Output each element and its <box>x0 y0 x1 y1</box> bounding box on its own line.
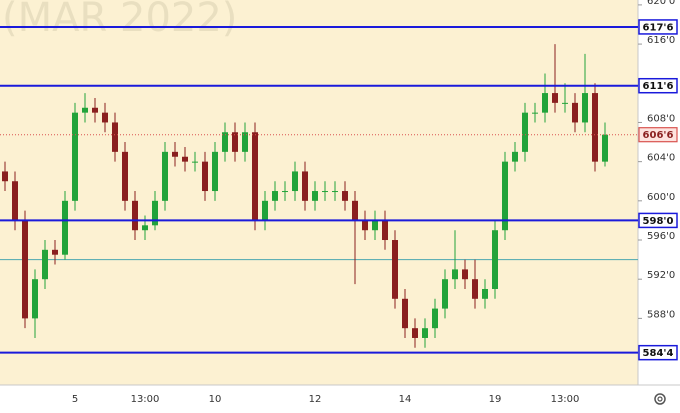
gear-hub <box>657 396 663 402</box>
candle-body <box>32 279 38 319</box>
price-axis-background <box>638 0 680 413</box>
y-tick-label: 596'0 <box>647 231 675 242</box>
gear-ring <box>654 393 666 405</box>
candle-body <box>542 93 548 113</box>
candle-body <box>242 132 248 152</box>
candle-body <box>342 191 348 201</box>
candle-body <box>232 132 238 152</box>
candle-body <box>552 93 558 103</box>
candle-body <box>192 161 198 163</box>
candle-body <box>502 161 508 231</box>
candle-body <box>292 171 298 192</box>
candle-body <box>172 151 178 157</box>
candle-body <box>362 220 368 231</box>
candle-body <box>272 191 278 201</box>
candle-body <box>82 107 88 113</box>
last-price-badge <box>638 127 678 143</box>
y-tick-label: 608'0 <box>647 113 675 124</box>
candle-body <box>22 220 28 319</box>
x-tick-label: 14 <box>399 394 412 405</box>
candle-body <box>102 112 108 123</box>
candle-body <box>602 134 608 162</box>
candle-body <box>382 220 388 241</box>
x-tick-label: 13:00 <box>551 394 580 405</box>
level-badge <box>638 77 678 94</box>
candle-body <box>322 191 328 193</box>
candle-body <box>412 328 418 338</box>
candle-body <box>422 328 428 338</box>
x-tick-label: 12 <box>309 394 322 405</box>
x-tick-label: 10 <box>209 394 222 405</box>
y-tick-label: 592'0 <box>647 270 675 281</box>
candle-body <box>62 200 68 255</box>
candle-body <box>492 230 498 289</box>
candle-body <box>512 151 518 162</box>
candle-body <box>72 112 78 201</box>
candle-body <box>302 171 308 201</box>
candle-body <box>262 200 268 221</box>
x-tick-label: 5 <box>72 394 78 405</box>
last-price-label: 606'6 <box>643 130 674 141</box>
candle-body <box>212 151 218 192</box>
level-label: 598'0 <box>643 216 674 227</box>
candle-body <box>112 122 118 152</box>
y-tick-label: 604'0 <box>647 153 675 164</box>
candle-body <box>152 200 158 226</box>
settings-icon[interactable] <box>654 393 666 405</box>
candle-body <box>532 112 538 114</box>
y-tick-label: 600'0 <box>647 192 675 203</box>
y-tick-label: 616'0 <box>647 35 675 46</box>
candle-body <box>562 102 568 104</box>
candle-body <box>332 191 338 193</box>
y-tick-label: 588'0 <box>647 309 675 320</box>
level-label: 617'6 <box>643 22 674 33</box>
time-axis-background <box>0 385 638 413</box>
candle-body <box>132 200 138 231</box>
candle-body <box>582 93 588 123</box>
level-badge <box>638 344 678 361</box>
level-badge <box>638 19 678 35</box>
candle-body <box>352 200 358 221</box>
candle-body <box>522 112 528 152</box>
candle-body <box>222 132 228 152</box>
candle-body <box>142 225 148 231</box>
candle-body <box>482 288 488 299</box>
level-badge <box>638 212 678 229</box>
candle-body <box>592 93 598 162</box>
candle-body <box>392 240 398 299</box>
candle-body <box>252 132 258 221</box>
watermark: (MAR 2022) <box>2 0 237 41</box>
candle-body <box>572 102 578 123</box>
level-label: 611'6 <box>643 81 674 92</box>
candle-body <box>52 249 58 255</box>
candle-body <box>202 161 208 192</box>
candle-body <box>452 269 458 280</box>
candle-body <box>2 171 8 182</box>
plot-background <box>0 0 638 385</box>
candle-body <box>12 181 18 221</box>
candle-body <box>282 191 288 193</box>
candle-body <box>122 151 128 201</box>
x-tick-label: 19 <box>489 394 502 405</box>
candle-body <box>372 220 378 231</box>
candle-body <box>162 151 168 201</box>
candle-body <box>42 249 48 280</box>
candle-body <box>92 107 98 113</box>
y-tick-label: 620'0 <box>647 0 675 7</box>
candle-body <box>462 269 468 280</box>
candle-body <box>432 308 438 329</box>
candle-body <box>312 191 318 201</box>
candle-body <box>402 298 408 329</box>
candle-body <box>182 156 188 162</box>
level-label: 584'4 <box>643 348 674 359</box>
candle-body <box>442 279 448 309</box>
x-tick-label: 13:00 <box>131 394 160 405</box>
candle-body <box>472 279 478 299</box>
